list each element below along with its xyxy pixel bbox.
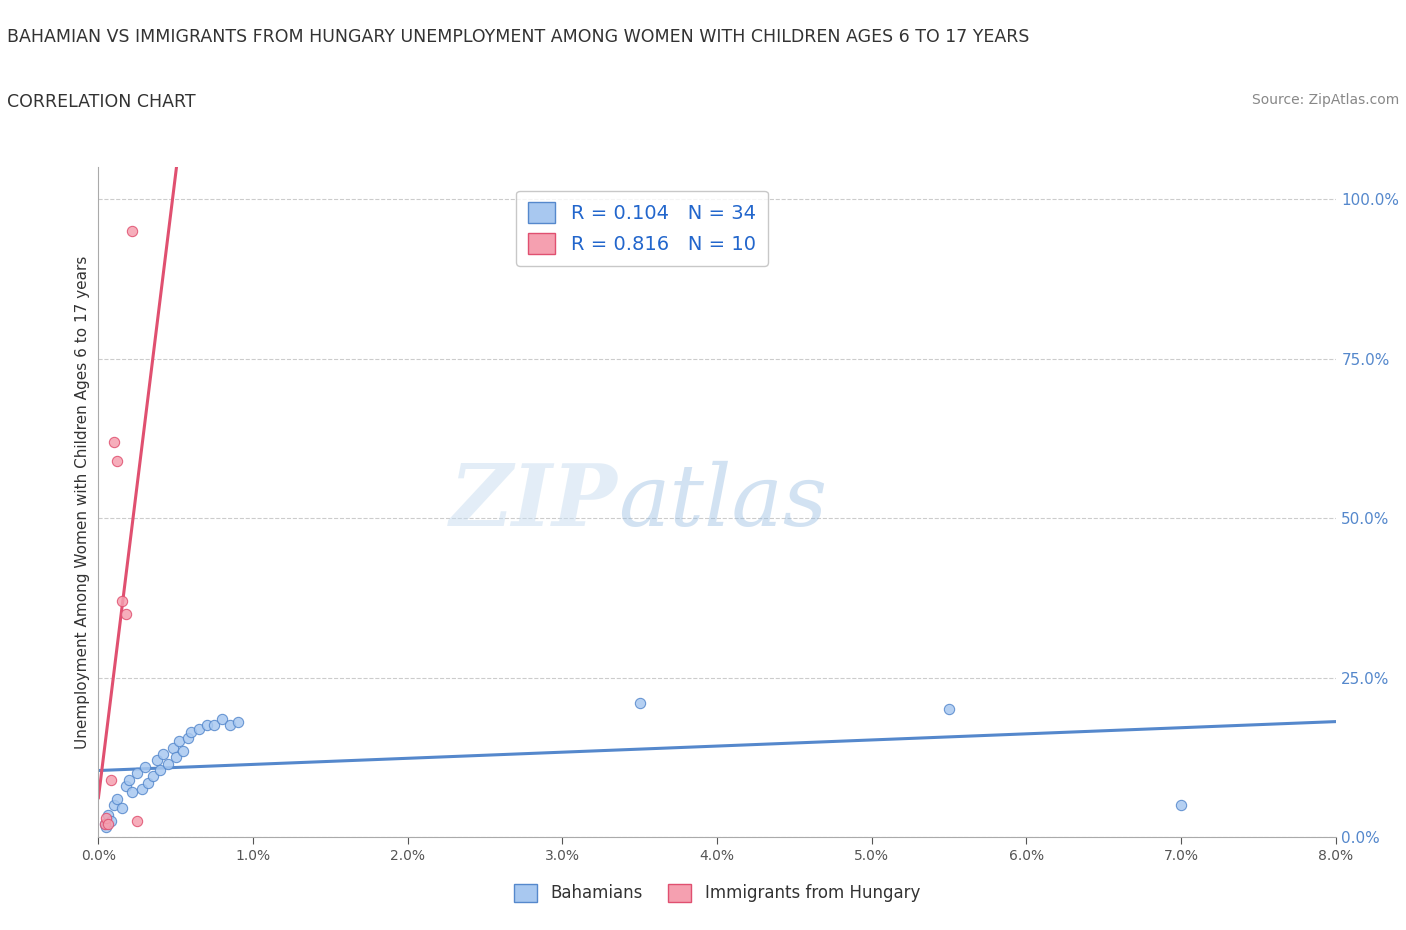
Text: BAHAMIAN VS IMMIGRANTS FROM HUNGARY UNEMPLOYMENT AMONG WOMEN WITH CHILDREN AGES : BAHAMIAN VS IMMIGRANTS FROM HUNGARY UNEM… <box>7 28 1029 46</box>
Text: ZIP: ZIP <box>450 460 619 544</box>
Point <box>226 715 249 730</box>
Point <box>100 814 122 829</box>
Point <box>211 711 233 726</box>
Point <box>105 453 128 468</box>
Text: atlas: atlas <box>619 461 827 543</box>
Point <box>118 772 141 787</box>
Point <box>111 593 134 608</box>
Point <box>146 753 169 768</box>
Point <box>219 718 242 733</box>
Point <box>142 769 165 784</box>
Text: Source: ZipAtlas.com: Source: ZipAtlas.com <box>1251 93 1399 107</box>
Point <box>127 765 149 780</box>
Point <box>96 810 118 825</box>
Point <box>96 820 118 835</box>
Point <box>127 814 149 829</box>
Point <box>111 801 134 816</box>
Point <box>97 817 120 831</box>
Point <box>165 750 187 764</box>
Point <box>131 782 153 797</box>
Point <box>157 756 180 771</box>
Point <box>180 724 202 739</box>
Legend: Bahamians, Immigrants from Hungary: Bahamians, Immigrants from Hungary <box>508 877 927 909</box>
Point <box>105 791 128 806</box>
Point <box>103 434 125 449</box>
Y-axis label: Unemployment Among Women with Children Ages 6 to 17 years: Unemployment Among Women with Children A… <box>75 256 90 749</box>
Point <box>177 731 200 746</box>
Point <box>188 721 211 736</box>
Point <box>134 760 156 775</box>
Point <box>628 696 651 711</box>
Point <box>93 817 115 831</box>
Point <box>149 763 172 777</box>
Point <box>204 718 226 733</box>
Point <box>1170 798 1192 813</box>
Point <box>152 747 174 762</box>
Point <box>103 798 125 813</box>
Point <box>136 776 159 790</box>
Point <box>162 740 184 755</box>
Point <box>115 778 138 793</box>
Point <box>97 807 120 822</box>
Point <box>115 606 138 621</box>
Point <box>121 224 143 239</box>
Point <box>167 734 190 749</box>
Point <box>172 743 194 758</box>
Point <box>195 718 218 733</box>
Point <box>100 772 122 787</box>
Point <box>93 817 115 831</box>
Point <box>938 702 960 717</box>
Point <box>121 785 143 800</box>
Text: CORRELATION CHART: CORRELATION CHART <box>7 93 195 111</box>
